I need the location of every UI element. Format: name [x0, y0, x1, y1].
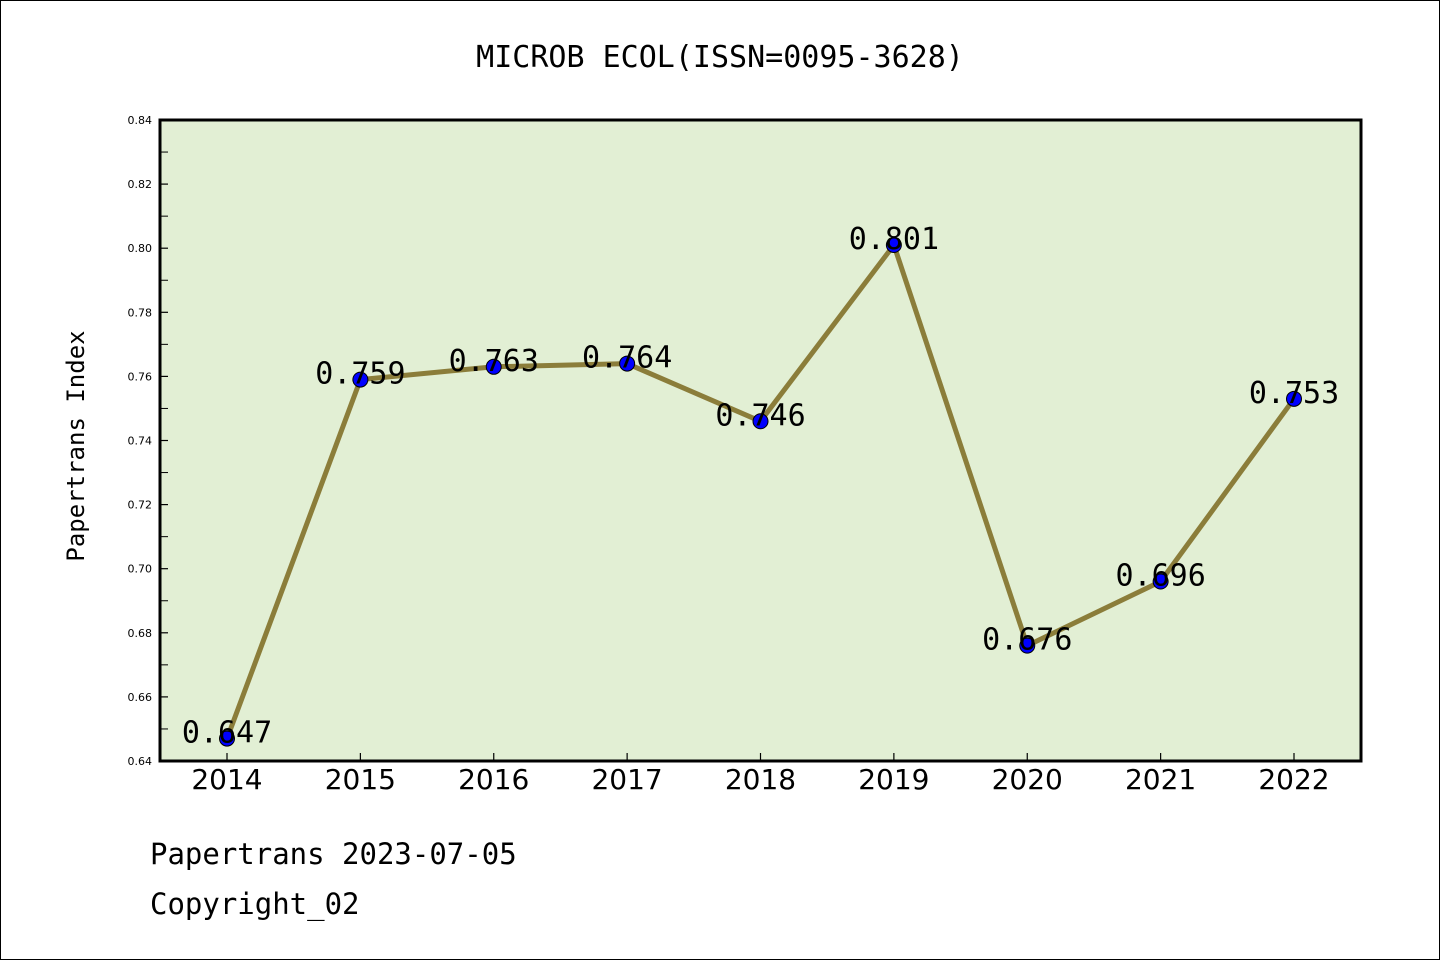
series-line-group: [219, 236, 1302, 747]
data-label: 0.753: [1249, 376, 1339, 411]
footer-date: Papertrans 2023-07-05: [150, 837, 517, 871]
data-point-marker: [1019, 637, 1036, 654]
data-label: 0.801: [849, 222, 939, 257]
x-tick-label: 2019: [858, 763, 929, 796]
y-tick-label: 0.70: [128, 563, 153, 576]
data-label: 0.764: [582, 341, 672, 376]
data-point-marker: [1152, 573, 1169, 590]
y-tick-label: 0.64: [128, 755, 153, 768]
data-point-marker: [485, 358, 502, 375]
data-label: 0.647: [182, 716, 272, 751]
y-tick-label: 0.80: [128, 242, 153, 255]
y-tick-label: 0.72: [128, 499, 153, 512]
data-labels: 0.647 0.759 0.763 0.764 0.746 0.801 0.676 0.696…: [182, 222, 1339, 751]
y-tick-label: 0.82: [128, 178, 153, 191]
x-tick-label: 2014: [191, 763, 262, 796]
x-tick-label: 2015: [325, 763, 396, 796]
y-tick-label: 0.84: [128, 114, 153, 127]
data-point-marker: [752, 413, 769, 430]
x-tick-label: 2022: [1258, 763, 1329, 796]
chart-title: MICROB ECOL(ISSN=0095-3628): [476, 40, 964, 75]
y-tick-label: 0.68: [128, 627, 153, 640]
data-label: 0.696: [1115, 559, 1205, 594]
y-axis: 0.64 0.66 0.68 0.70 0.72 0.74 0.76 0.78 0.80 0.82…: [128, 114, 168, 768]
data-label: 0.676: [982, 623, 1072, 658]
data-point-marker: [219, 730, 235, 747]
x-tick-label: 2018: [725, 763, 796, 796]
x-tick-label: 2017: [591, 763, 662, 796]
y-tick-label: 0.74: [128, 435, 153, 448]
x-tick-label: 2016: [458, 763, 529, 796]
y-tick-label: 0.78: [128, 306, 153, 319]
data-point-marker: [352, 371, 369, 388]
x-tick-label: 2020: [992, 763, 1063, 796]
data-point-marker: [1286, 390, 1302, 407]
y-tick-label: 0.66: [128, 691, 153, 704]
data-label: 0.746: [715, 398, 805, 433]
y-tick-label: 0.76: [128, 370, 153, 383]
x-axis: 2014 2015 2016 2017 2018 2019 2020 2021 2022: [191, 753, 1330, 796]
data-label: 0.763: [449, 344, 539, 379]
x-tick-label: 2021: [1125, 763, 1196, 796]
data-point-marker: [885, 236, 902, 253]
data-label: 0.759: [315, 357, 405, 392]
data-point-marker: [619, 355, 636, 372]
footer-copyright: Copyright_02: [150, 887, 360, 922]
y-axis-label: Papertrans Index: [62, 330, 90, 561]
plot-area: [158, 118, 1363, 763]
